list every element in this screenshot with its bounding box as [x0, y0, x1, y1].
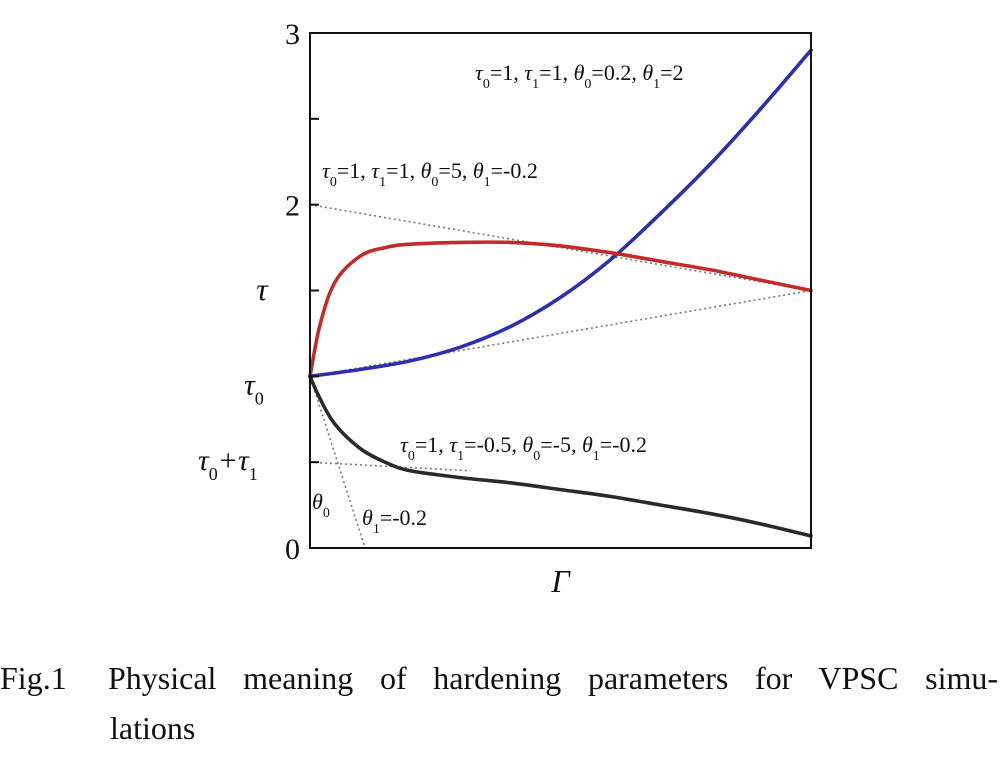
plot-frame: [309, 32, 812, 549]
x-axis-label: Γ: [550, 563, 571, 599]
asymptote-line-4: [309, 376, 366, 549]
caption-line-2: lations: [110, 710, 196, 746]
theta1-label: θ1=-0.2: [362, 505, 427, 537]
tau0-label: τ0: [244, 368, 264, 408]
asymptote-lines: [309, 203, 812, 549]
theta0-label: θ0: [312, 489, 330, 521]
y-tick-label: 0: [285, 533, 300, 566]
series-line-3: [308, 374, 813, 538]
asymptote-line-2: [309, 289, 812, 378]
annotation-black: τ0=1, τ1=-0.5, θ0=-5, θ1=-0.2: [400, 432, 647, 464]
tau0-plus-tau1-label: τ0+τ1: [198, 444, 258, 484]
annotation-blue: τ0=1, τ1=1, θ0=0.2, θ1=2: [475, 60, 684, 92]
series-line-2: [308, 240, 813, 379]
annotation-red: τ0=1, τ1=1, θ0=5, θ1=-0.2: [322, 158, 538, 190]
series-lines: [308, 48, 813, 538]
caption-number: Fig.1: [0, 660, 67, 696]
series-annotations: τ0=1, τ1=1, θ0=0.2, θ1=2 τ0=1, τ1=1, θ0=5…: [312, 60, 684, 537]
y-tick-label: 2: [285, 190, 300, 223]
y-tick-labels: 3 2 0 τ0 τ0+τ1: [198, 18, 300, 566]
caption-line-1: Physical meaning of hardening parameters…: [108, 660, 998, 696]
y-tick-label: 3: [285, 18, 300, 51]
y-axis-label: τ: [256, 271, 269, 307]
asymptote-line-3: [309, 461, 471, 472]
axis-ticks: [310, 32, 319, 549]
series-line-1: [308, 48, 813, 379]
